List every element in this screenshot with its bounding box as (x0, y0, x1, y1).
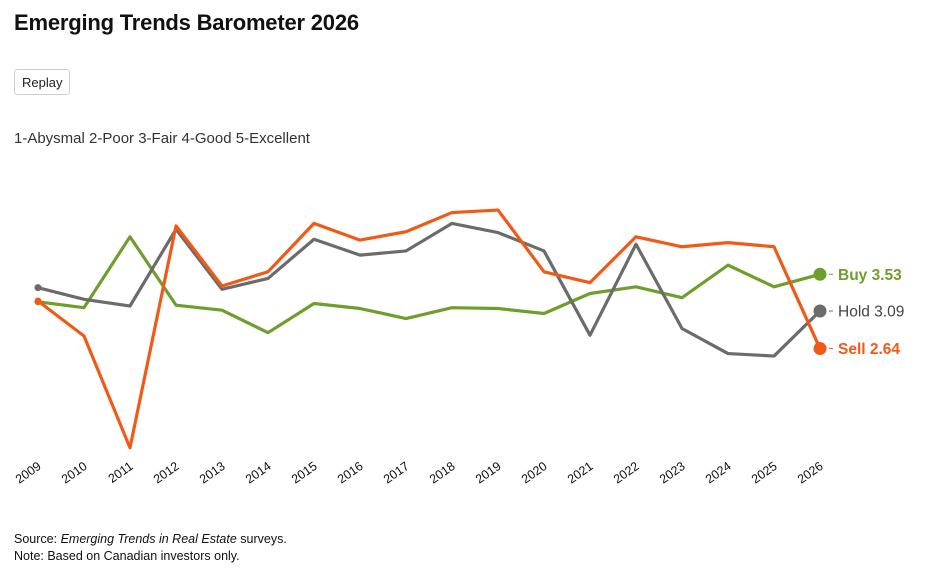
buy-end-point[interactable] (813, 267, 827, 281)
x-tick-label: 2022 (611, 459, 642, 486)
sell-series-line (36, 208, 822, 450)
source-suffix: surveys. (236, 532, 287, 546)
x-tick-label: 2026 (795, 459, 826, 486)
x-tick-label: 2011 (106, 459, 136, 486)
source-prefix: Source: (14, 532, 61, 546)
source-title: Emerging Trends in Real Estate (60, 532, 237, 546)
investor-note: Note: Based on Canadian investors only. (14, 549, 240, 563)
x-tick-label: 2021 (565, 459, 596, 486)
source-note: Source: Emerging Trends in Real Estate s… (14, 531, 287, 548)
x-tick-label: 2023 (657, 459, 688, 486)
scale-legend: 1-Abysmal 2-Poor 3-Fair 4-Good 5-Excelle… (14, 130, 310, 147)
hold-end-point[interactable] (813, 304, 827, 318)
sell-end-point[interactable] (813, 342, 827, 356)
x-tick-label: 2009 (13, 459, 44, 486)
buy-end-label: Buy 3.53 (838, 267, 902, 284)
x-tick-label: 2020 (519, 459, 550, 486)
chart-title: Emerging Trends Barometer 2026 (14, 10, 359, 35)
end-labels: Buy 3.53 Hold 3.09 Sell 2.64 (829, 267, 904, 358)
x-axis: 2009 2010 2011 2012 2013 2014 2015 2016 2017 2018… (13, 459, 826, 486)
hold-end-label: Hold 3.09 (838, 304, 904, 321)
x-tick-label: 2025 (749, 459, 780, 486)
x-tick-label: 2016 (335, 459, 366, 486)
x-tick-label: 2010 (59, 459, 90, 486)
x-tick-label: 2019 (473, 459, 504, 486)
x-tick-label: 2014 (243, 459, 274, 486)
x-tick-label: 2015 (289, 459, 320, 486)
hold-start-point (34, 284, 42, 292)
x-tick-label: 2018 (427, 459, 458, 486)
series-lines (34, 208, 827, 450)
x-tick-label: 2017 (381, 459, 412, 486)
sell-start-point (34, 297, 42, 305)
hold-series-line (36, 221, 822, 358)
buy-series-line (36, 235, 822, 335)
x-tick-label: 2013 (197, 459, 228, 486)
sell-end-label: Sell 2.64 (838, 341, 900, 358)
chart-footer: Source: Emerging Trends in Real Estate s… (14, 531, 287, 565)
x-tick-label: 2024 (703, 459, 734, 486)
replay-button[interactable]: Replay (14, 69, 71, 95)
x-tick-label: 2012 (151, 459, 182, 486)
